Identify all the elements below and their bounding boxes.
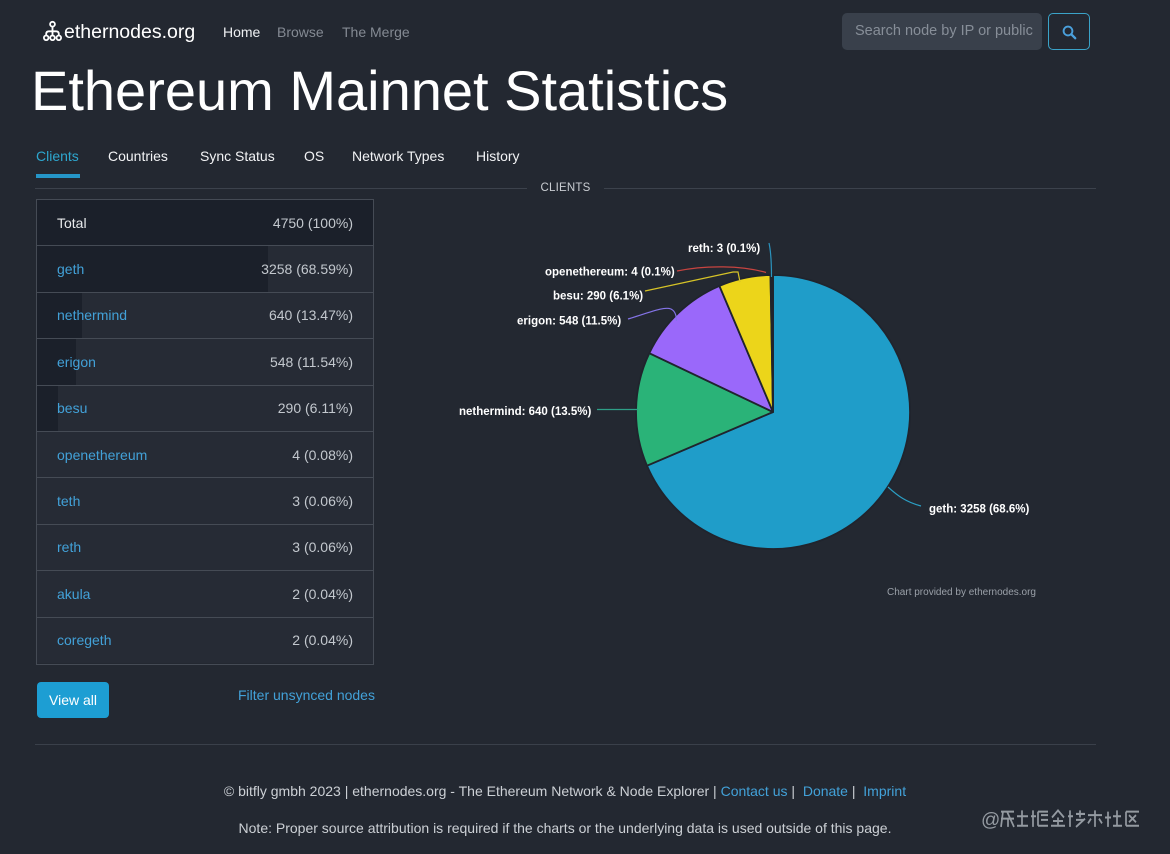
svg-text:nethermind: 640 (13.5%): nethermind: 640 (13.5%) xyxy=(459,406,591,418)
svg-text:Chart provided by ethernodes.o: Chart provided by ethernodes.org xyxy=(887,587,1036,598)
svg-text:besu: 290 (6.1%): besu: 290 (6.1%) xyxy=(553,291,643,303)
svg-text:@: @ xyxy=(981,810,1000,831)
svg-text:erigon: 548 (11.5%): erigon: 548 (11.5%) xyxy=(517,316,621,328)
svg-text:geth: 3258 (68.6%): geth: 3258 (68.6%) xyxy=(929,504,1030,516)
svg-text:openethereum: 4 (0.1%): openethereum: 4 (0.1%) xyxy=(545,267,675,279)
svg-text:reth: 3 (0.1%): reth: 3 (0.1%) xyxy=(688,243,760,255)
